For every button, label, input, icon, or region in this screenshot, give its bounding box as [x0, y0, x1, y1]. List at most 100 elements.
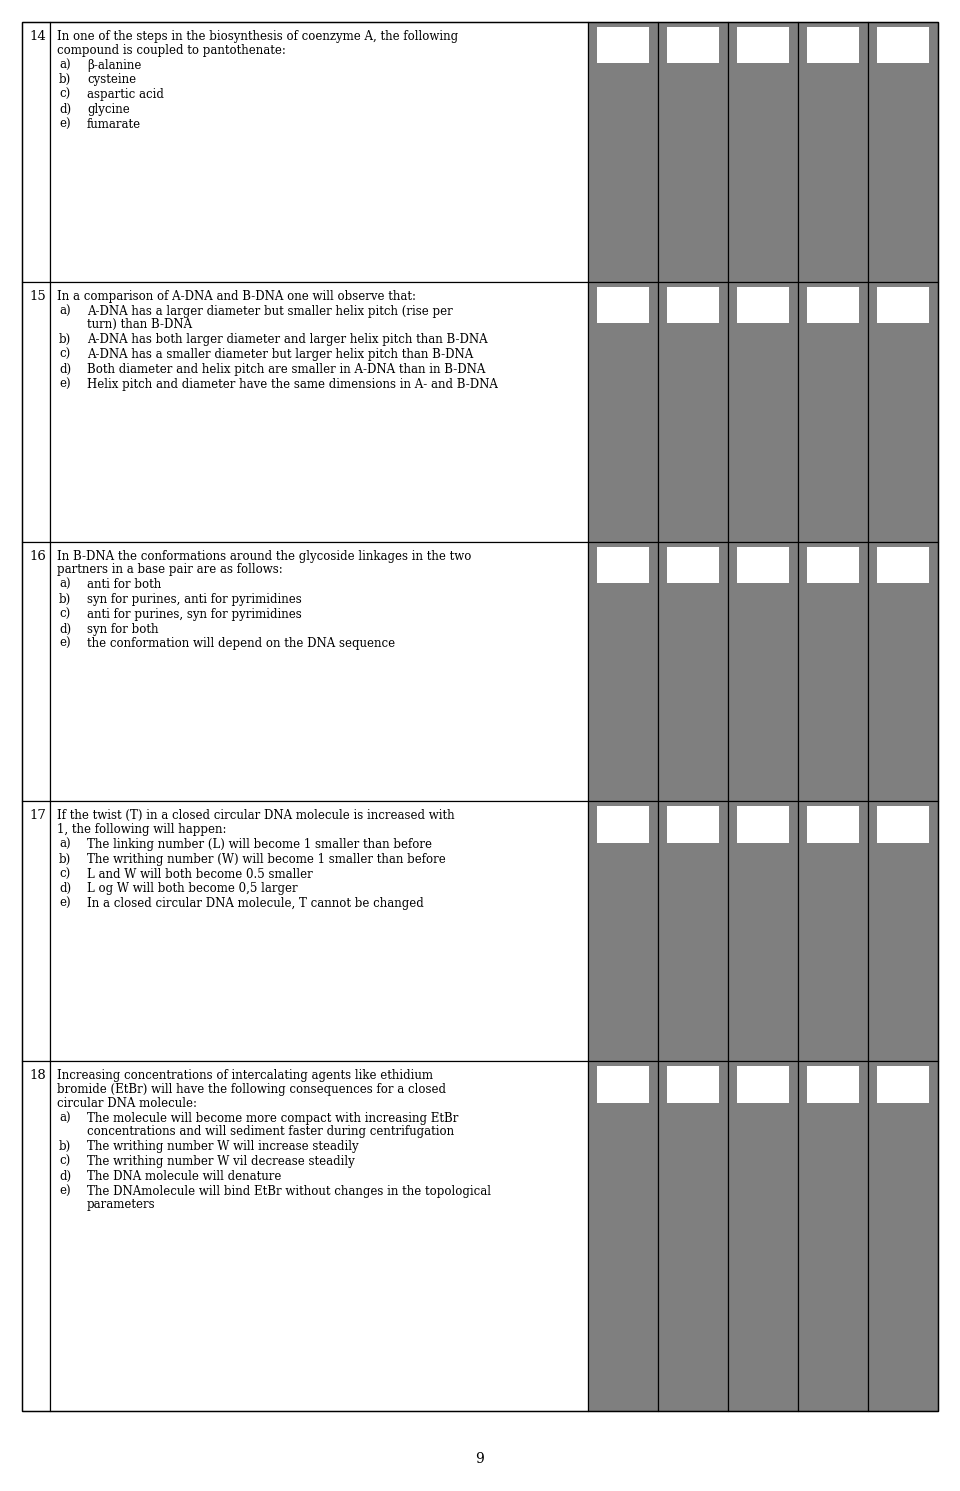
Text: b): b): [59, 853, 71, 866]
Bar: [798, 541, 868, 802]
Text: e): e): [59, 377, 71, 391]
Text: 14: 14: [29, 30, 46, 43]
Text: a): a): [59, 1112, 71, 1124]
Text: b): b): [59, 73, 71, 86]
Text: fumarate: fumarate: [87, 118, 141, 131]
Text: syn for both: syn for both: [87, 623, 158, 635]
Bar: [798, 802, 868, 1062]
Text: parameters: parameters: [87, 1199, 156, 1212]
Text: 17: 17: [29, 810, 46, 823]
Text: a): a): [59, 579, 71, 592]
Bar: [798, 282, 868, 541]
Text: b): b): [59, 1141, 71, 1153]
Bar: [807, 286, 859, 324]
Bar: [22, 802, 50, 1062]
Bar: [807, 547, 859, 583]
Bar: [868, 802, 938, 1062]
Text: The DNA molecule will denature: The DNA molecule will denature: [87, 1170, 281, 1182]
Text: The linking number (L) will become 1 smaller than before: The linking number (L) will become 1 sma…: [87, 838, 432, 851]
Bar: [737, 286, 789, 324]
Bar: [798, 22, 868, 282]
Bar: [737, 807, 789, 842]
Bar: [22, 22, 50, 282]
Text: a): a): [59, 58, 71, 72]
Bar: [737, 27, 789, 63]
Text: a): a): [59, 304, 71, 318]
Bar: [588, 802, 658, 1062]
Bar: [658, 541, 728, 802]
Bar: [877, 27, 929, 63]
Text: anti for both: anti for both: [87, 579, 161, 592]
Bar: [658, 802, 728, 1062]
Bar: [658, 282, 728, 541]
Bar: [667, 807, 719, 842]
Bar: [868, 541, 938, 802]
Text: d): d): [59, 623, 71, 635]
Text: The DNAmolecule will bind EtBr without changes in the topological: The DNAmolecule will bind EtBr without c…: [87, 1185, 491, 1197]
Text: In a comparison of A-DNA and B-DNA one will observe that:: In a comparison of A-DNA and B-DNA one w…: [57, 289, 416, 303]
Text: e): e): [59, 638, 71, 650]
Text: In B-DNA the conformations around the glycoside linkages in the two: In B-DNA the conformations around the gl…: [57, 550, 471, 562]
Text: 18: 18: [29, 1069, 46, 1082]
Text: bromide (EtBr) will have the following consequences for a closed: bromide (EtBr) will have the following c…: [57, 1082, 446, 1096]
Text: d): d): [59, 103, 71, 116]
Text: c): c): [59, 608, 70, 620]
Bar: [50, 541, 588, 802]
Bar: [588, 1062, 658, 1410]
Text: syn for purines, anti for pyrimidines: syn for purines, anti for pyrimidines: [87, 593, 301, 605]
Text: e): e): [59, 118, 71, 131]
Text: cysteine: cysteine: [87, 73, 136, 86]
Bar: [22, 1062, 50, 1410]
Bar: [597, 1066, 649, 1102]
Bar: [667, 547, 719, 583]
Bar: [588, 22, 658, 282]
Bar: [807, 27, 859, 63]
Text: c): c): [59, 1156, 70, 1167]
Text: d): d): [59, 1170, 71, 1182]
Bar: [658, 1062, 728, 1410]
Text: Increasing concentrations of intercalating agents like ethidium: Increasing concentrations of intercalati…: [57, 1069, 433, 1082]
Text: c): c): [59, 347, 70, 361]
Text: a): a): [59, 838, 71, 851]
Text: β-alanine: β-alanine: [87, 58, 141, 72]
Text: e): e): [59, 898, 71, 910]
Text: The writhing number W will increase steadily: The writhing number W will increase stea…: [87, 1141, 359, 1153]
Bar: [588, 541, 658, 802]
Text: If the twist (T) in a closed circular DNA molecule is increased with: If the twist (T) in a closed circular DN…: [57, 810, 455, 823]
Text: The molecule will become more compact with increasing EtBr: The molecule will become more compact wi…: [87, 1112, 458, 1124]
Bar: [667, 286, 719, 324]
Bar: [597, 27, 649, 63]
Text: A-DNA has both larger diameter and larger helix pitch than B-DNA: A-DNA has both larger diameter and large…: [87, 332, 488, 346]
Text: A-DNA has a smaller diameter but larger helix pitch than B-DNA: A-DNA has a smaller diameter but larger …: [87, 347, 473, 361]
Bar: [877, 286, 929, 324]
Bar: [868, 1062, 938, 1410]
Text: In one of the steps in the biosynthesis of coenzyme A, the following: In one of the steps in the biosynthesis …: [57, 30, 458, 43]
Bar: [728, 1062, 798, 1410]
Bar: [658, 22, 728, 282]
Bar: [597, 547, 649, 583]
Bar: [597, 807, 649, 842]
Text: d): d): [59, 883, 71, 896]
Bar: [667, 27, 719, 63]
Bar: [728, 22, 798, 282]
Text: The writhing number W vil decrease steadily: The writhing number W vil decrease stead…: [87, 1156, 355, 1167]
Bar: [868, 22, 938, 282]
Text: compound is coupled to pantothenate:: compound is coupled to pantothenate:: [57, 43, 286, 57]
Bar: [50, 1062, 588, 1410]
Bar: [728, 282, 798, 541]
Bar: [22, 541, 50, 802]
Text: 15: 15: [29, 289, 46, 303]
Text: L og W will both become 0,5 larger: L og W will both become 0,5 larger: [87, 883, 298, 896]
Text: c): c): [59, 88, 70, 101]
Text: concentrations and will sediment faster during centrifugation: concentrations and will sediment faster …: [87, 1126, 454, 1139]
Text: e): e): [59, 1185, 71, 1197]
Text: b): b): [59, 332, 71, 346]
Bar: [667, 1066, 719, 1102]
Text: d): d): [59, 362, 71, 376]
Text: Helix pitch and diameter have the same dimensions in A- and B-DNA: Helix pitch and diameter have the same d…: [87, 377, 498, 391]
Bar: [737, 1066, 789, 1102]
Text: 16: 16: [29, 550, 46, 562]
Bar: [728, 802, 798, 1062]
Text: 1, the following will happen:: 1, the following will happen:: [57, 823, 227, 836]
Text: turn) than B-DNA: turn) than B-DNA: [87, 319, 192, 331]
